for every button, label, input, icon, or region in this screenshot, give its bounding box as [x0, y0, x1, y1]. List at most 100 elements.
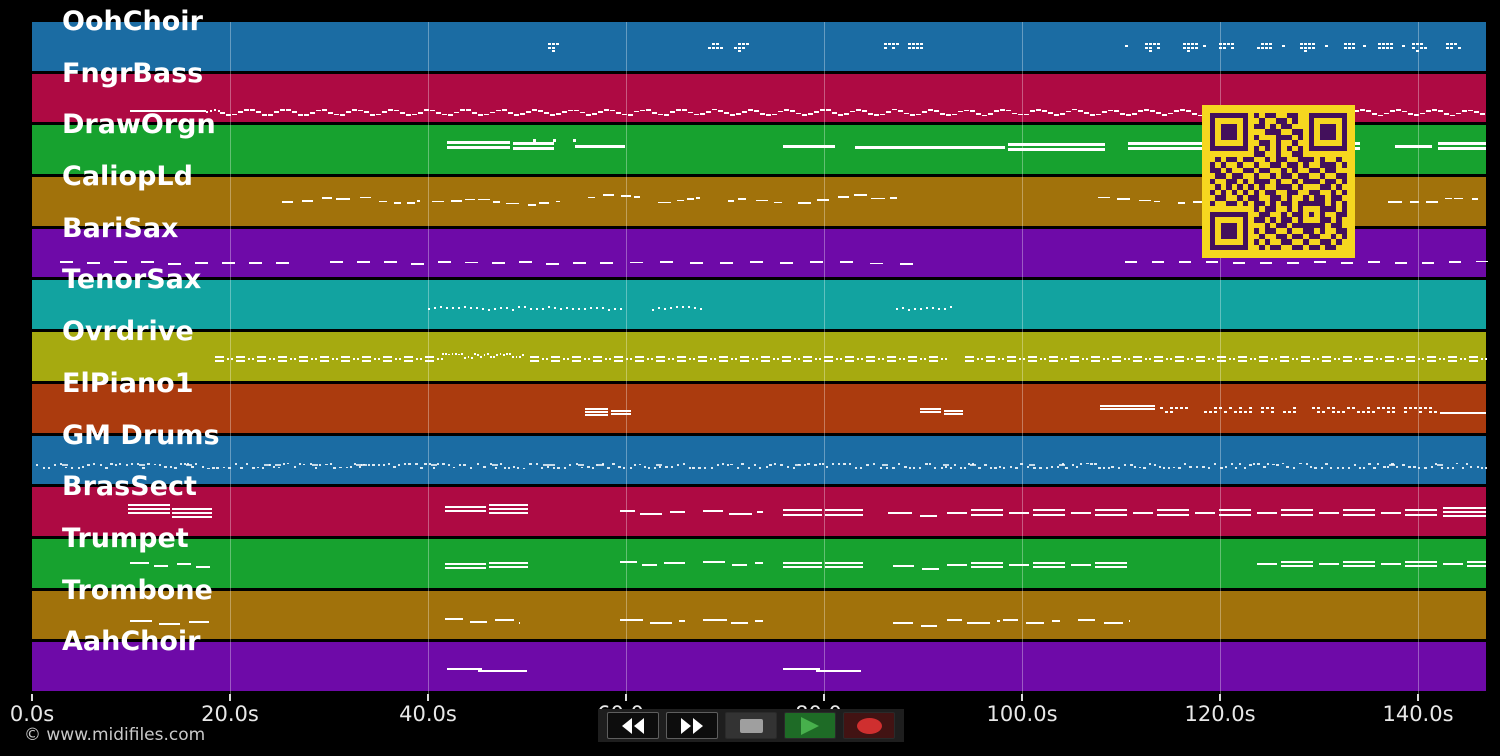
note-mark — [551, 356, 560, 359]
note-mark — [1126, 114, 1131, 116]
note-mark — [226, 114, 231, 116]
qr-module — [1303, 195, 1309, 201]
qr-module — [1297, 211, 1304, 218]
note-mark — [1306, 462, 1309, 465]
note-mark — [436, 112, 441, 114]
qr-module — [1220, 211, 1227, 218]
note-mark — [234, 463, 238, 466]
note-mark — [1157, 43, 1160, 46]
note-mark — [716, 46, 719, 49]
qr-module — [1259, 244, 1265, 250]
note-mark — [548, 43, 551, 46]
note-mark — [417, 200, 420, 203]
note-mark — [688, 306, 691, 309]
note-mark — [1187, 357, 1190, 361]
note-mark — [174, 466, 177, 469]
note-mark — [1051, 619, 1060, 622]
note-mark — [1008, 143, 1105, 146]
note-mark — [249, 262, 262, 264]
note-mark — [1367, 410, 1371, 414]
note-mark — [463, 464, 466, 466]
note-mark — [718, 110, 723, 112]
note-mark — [393, 201, 402, 204]
note-mark — [893, 621, 914, 624]
qr-module — [1275, 118, 1282, 124]
note-mark — [476, 307, 479, 310]
note-mark — [1174, 110, 1179, 112]
note-mark — [1219, 46, 1222, 49]
note-mark — [1387, 410, 1391, 414]
note-mark — [524, 306, 527, 309]
note-mark — [585, 407, 608, 411]
note-mark — [822, 463, 825, 466]
note-mark — [1293, 406, 1297, 410]
note-mark — [754, 109, 759, 112]
play-button[interactable] — [784, 712, 836, 739]
axis-tick — [229, 694, 231, 701]
note-mark — [655, 464, 662, 466]
qr-module — [1292, 162, 1298, 168]
note-mark — [1301, 356, 1310, 359]
note-mark — [250, 109, 255, 111]
note-mark — [519, 621, 520, 624]
fast-forward-button[interactable] — [666, 712, 718, 739]
qr-module — [1242, 178, 1249, 185]
note-mark — [976, 113, 981, 115]
note-mark — [1455, 462, 1458, 465]
qr-module — [1275, 145, 1282, 152]
qr-module — [1286, 134, 1293, 141]
note-mark — [424, 462, 427, 465]
note-mark — [742, 43, 745, 46]
note-mark — [1269, 43, 1272, 46]
note-mark — [1132, 113, 1137, 115]
note-mark — [1280, 356, 1289, 359]
note-mark — [550, 114, 555, 116]
note-mark — [1342, 410, 1346, 414]
note-mark — [1149, 43, 1152, 46]
note-mark — [1301, 359, 1310, 362]
note-mark — [1214, 406, 1218, 410]
note-mark — [611, 412, 631, 416]
note-mark — [738, 43, 741, 46]
note-mark — [902, 357, 905, 361]
note-mark — [1293, 410, 1297, 414]
note-mark — [153, 463, 157, 466]
note-mark — [902, 306, 905, 309]
rewind-button[interactable] — [607, 712, 659, 739]
note-mark — [1426, 201, 1438, 203]
note-mark — [251, 357, 254, 361]
note-mark — [803, 356, 812, 359]
qr-module — [1215, 184, 1221, 190]
note-mark — [1418, 357, 1421, 361]
note-mark — [454, 111, 459, 114]
note-mark — [201, 466, 205, 469]
note-mark — [1219, 43, 1222, 46]
stop-button[interactable] — [725, 712, 777, 739]
note-mark — [268, 464, 272, 466]
note-mark — [328, 111, 333, 114]
note-mark — [1408, 113, 1413, 116]
qr-module — [1319, 239, 1326, 245]
note-mark — [1343, 514, 1375, 517]
qr-module — [1215, 145, 1221, 152]
note-mark — [263, 464, 270, 466]
note-mark — [1102, 466, 1106, 469]
qr-module — [1215, 167, 1221, 174]
note-mark — [726, 463, 730, 466]
note-mark — [677, 464, 680, 466]
qr-module — [1259, 123, 1265, 130]
note-mark — [430, 109, 435, 112]
note-mark — [491, 464, 498, 466]
record-button[interactable] — [843, 712, 895, 739]
note-mark — [1405, 560, 1437, 564]
note-mark — [1337, 357, 1340, 361]
note-mark — [383, 359, 392, 362]
note-mark — [1190, 357, 1193, 361]
note-mark — [1112, 356, 1121, 359]
note-mark — [1405, 564, 1437, 568]
note-mark — [472, 112, 477, 115]
note-mark — [736, 113, 741, 115]
note-mark — [1372, 410, 1376, 414]
note-mark — [1033, 565, 1065, 569]
note-mark — [664, 113, 669, 116]
